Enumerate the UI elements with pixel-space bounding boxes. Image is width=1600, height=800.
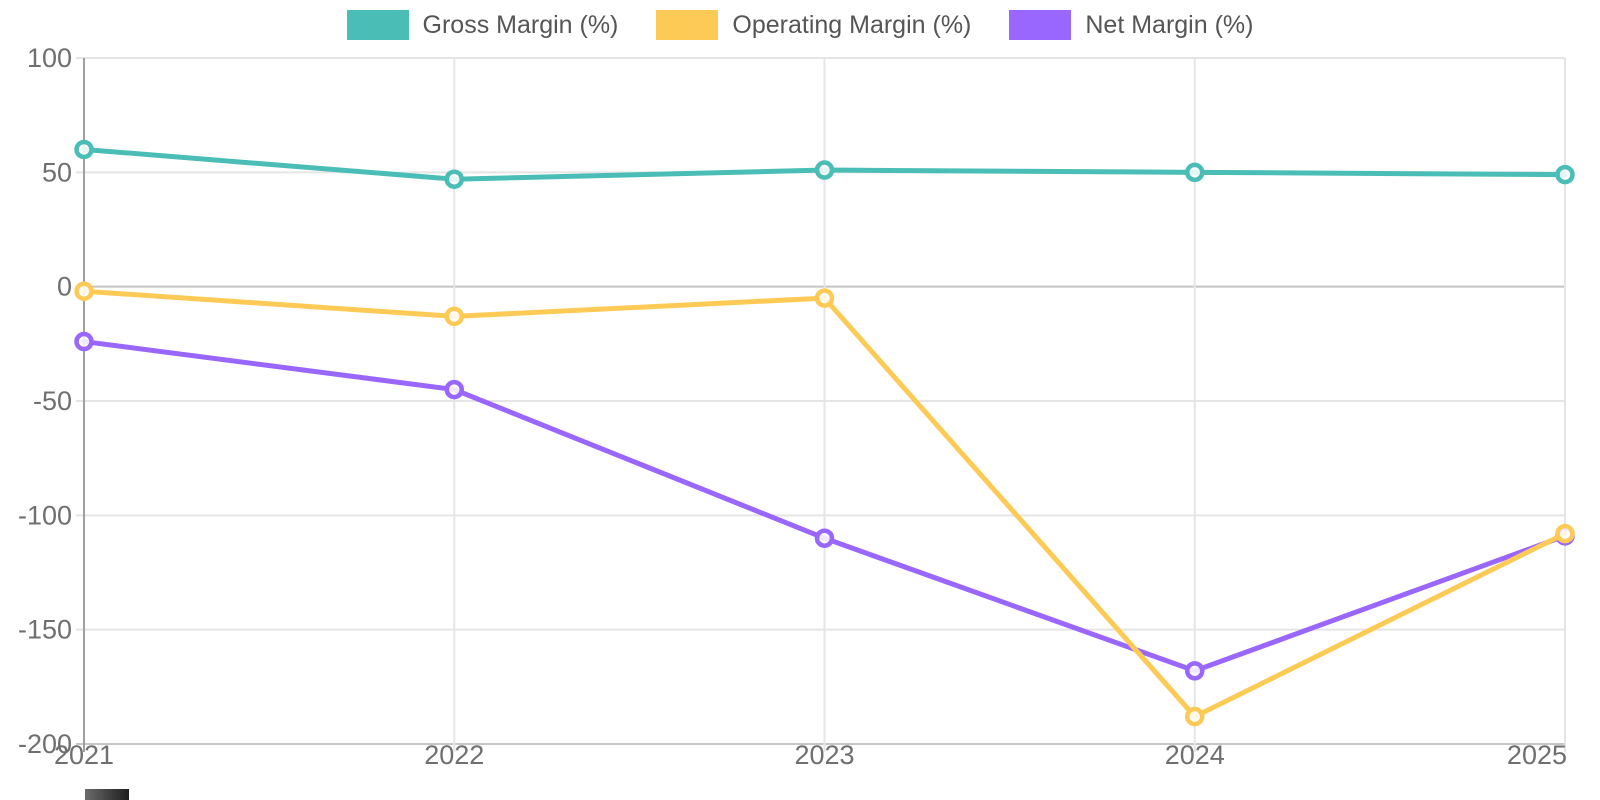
y-axis-tick-label: 50 bbox=[42, 157, 72, 187]
y-axis-tick-label: 100 bbox=[27, 43, 72, 73]
y-axis-tick-label: -200 bbox=[18, 729, 72, 759]
legend-swatch-gross-margin bbox=[346, 10, 409, 40]
legend-label-gross-margin: Gross Margin (%) bbox=[422, 10, 619, 39]
legend-label-operating-margin: Operating Margin (%) bbox=[732, 10, 972, 39]
y-axis-tick-label: -100 bbox=[18, 500, 72, 530]
data-point-marker-gross-margin[interactable] bbox=[1185, 162, 1205, 183]
y-axis-tick-label: 0 bbox=[57, 272, 72, 302]
x-axis-tick-label: 2022 bbox=[424, 740, 484, 770]
data-point-marker-operating-margin[interactable] bbox=[74, 281, 94, 301]
data-point-marker-net-margin[interactable] bbox=[74, 331, 94, 352]
data-point-marker-gross-margin[interactable] bbox=[444, 169, 464, 189]
chart-legend: Gross Margin (%) Operating Margin (%) Net … bbox=[0, 10, 1600, 40]
data-point-marker-operating-margin[interactable] bbox=[814, 288, 835, 308]
data-point-marker-net-margin[interactable] bbox=[444, 379, 464, 400]
legend-label-net-margin: Net Margin (%) bbox=[1085, 10, 1254, 39]
data-point-marker-net-margin[interactable] bbox=[1185, 661, 1205, 681]
y-axis-tick-label: -50 bbox=[33, 386, 72, 416]
legend-item-net-margin[interactable]: Net Margin (%) bbox=[1009, 10, 1253, 40]
bottom-edge-artifact bbox=[85, 789, 129, 800]
data-point-marker-net-margin[interactable] bbox=[814, 528, 835, 548]
legend-item-gross-margin[interactable]: Gross Margin (%) bbox=[346, 10, 619, 40]
data-point-marker-operating-margin[interactable] bbox=[1185, 706, 1205, 727]
data-point-marker-operating-margin[interactable] bbox=[1555, 523, 1575, 544]
data-point-marker-operating-margin[interactable] bbox=[444, 306, 464, 327]
legend-item-operating-margin[interactable]: Operating Margin (%) bbox=[656, 10, 971, 40]
data-point-marker-gross-margin[interactable] bbox=[1555, 164, 1575, 185]
x-axis-tick-label: 2023 bbox=[794, 740, 854, 770]
x-axis-tick-label: 2025 bbox=[1507, 740, 1567, 770]
x-axis-tick-label: 2024 bbox=[1165, 740, 1225, 770]
y-axis-tick-label: -150 bbox=[18, 615, 72, 645]
data-point-marker-gross-margin[interactable] bbox=[814, 160, 835, 180]
data-point-marker-gross-margin[interactable] bbox=[74, 139, 94, 160]
legend-swatch-operating-margin bbox=[656, 10, 719, 40]
legend-swatch-net-margin bbox=[1009, 10, 1072, 40]
